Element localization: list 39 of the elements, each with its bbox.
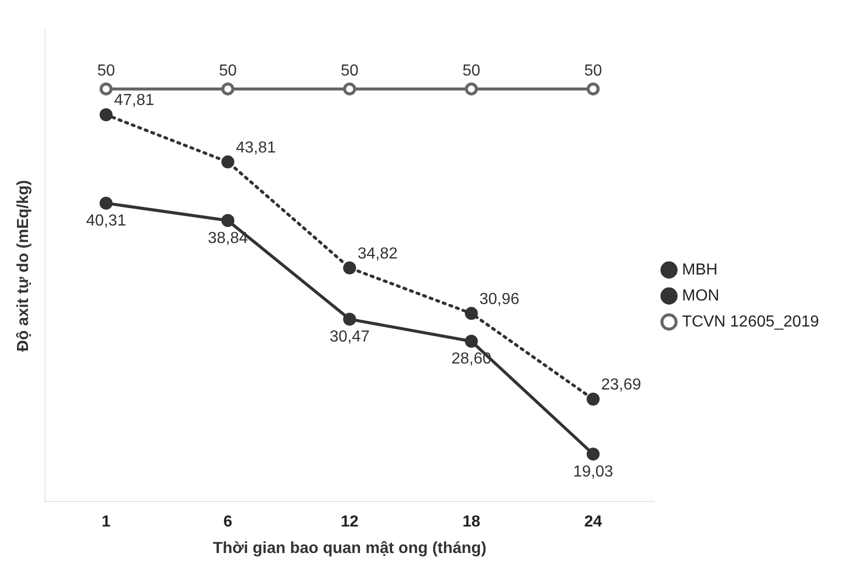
x-tick-label: 18 (462, 514, 480, 531)
x-tick-label: 1 (102, 514, 111, 531)
data-label: 50 (218, 62, 237, 80)
legend-label: TCVN 12605_2019 (682, 313, 820, 330)
point (586, 448, 600, 461)
x-tick-label: 12 (340, 514, 359, 531)
point (586, 392, 600, 406)
data-label: 50 (340, 62, 359, 80)
point (586, 82, 600, 96)
point (343, 82, 356, 96)
point (100, 82, 113, 96)
x-tick-label: 6 (223, 514, 232, 531)
point (464, 82, 478, 96)
data-label: 47,81 (114, 92, 154, 110)
legend-label: MON (682, 287, 720, 304)
point (464, 334, 478, 348)
point (343, 312, 356, 326)
data-label: 30,47 (330, 328, 370, 346)
data-label: 50 (584, 62, 602, 80)
point (100, 108, 113, 122)
legend-label: MBH (682, 261, 718, 278)
data-label: 23,69 (601, 376, 642, 394)
data-label: 43,81 (236, 139, 276, 156)
point (343, 261, 356, 274)
y-axis-title: Độ axit tự do (mEq/kg) (15, 180, 32, 352)
x-axis-title: Thời gian bao quan mật ong (tháng) (212, 540, 486, 557)
data-label: 50 (97, 62, 116, 80)
data-label: 40,31 (86, 212, 126, 230)
point (221, 82, 234, 96)
point (100, 196, 113, 210)
point (221, 155, 234, 168)
point (464, 306, 478, 320)
x-tick-label: 24 (584, 514, 602, 531)
data-label: 19,03 (573, 463, 614, 480)
data-label: 34,82 (358, 245, 398, 262)
point (221, 214, 234, 228)
data-label: 30,96 (479, 290, 520, 308)
data-label: 28,60 (451, 350, 492, 368)
data-label: 50 (462, 62, 480, 80)
